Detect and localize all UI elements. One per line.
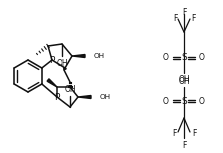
- Text: F: F: [182, 7, 186, 17]
- Text: OH: OH: [56, 58, 68, 67]
- Text: F: F: [172, 129, 176, 138]
- Text: O: O: [163, 52, 169, 62]
- Text: OH: OH: [178, 75, 190, 84]
- Text: O: O: [199, 52, 205, 62]
- Text: F: F: [173, 13, 177, 22]
- Polygon shape: [47, 79, 57, 87]
- Text: F: F: [182, 142, 186, 151]
- Text: S: S: [181, 52, 187, 62]
- Text: OH: OH: [178, 76, 190, 86]
- Text: O: O: [199, 97, 205, 106]
- Polygon shape: [64, 67, 66, 70]
- Text: F: F: [191, 13, 195, 22]
- Text: F: F: [192, 129, 196, 138]
- Polygon shape: [78, 95, 91, 99]
- Text: P: P: [49, 56, 55, 65]
- Text: O: O: [163, 97, 169, 106]
- Text: P: P: [54, 93, 60, 101]
- Polygon shape: [72, 54, 85, 58]
- Text: S: S: [181, 97, 187, 106]
- Text: OH: OH: [94, 53, 105, 59]
- Text: OH: OH: [100, 94, 111, 100]
- Text: OH: OH: [64, 84, 76, 93]
